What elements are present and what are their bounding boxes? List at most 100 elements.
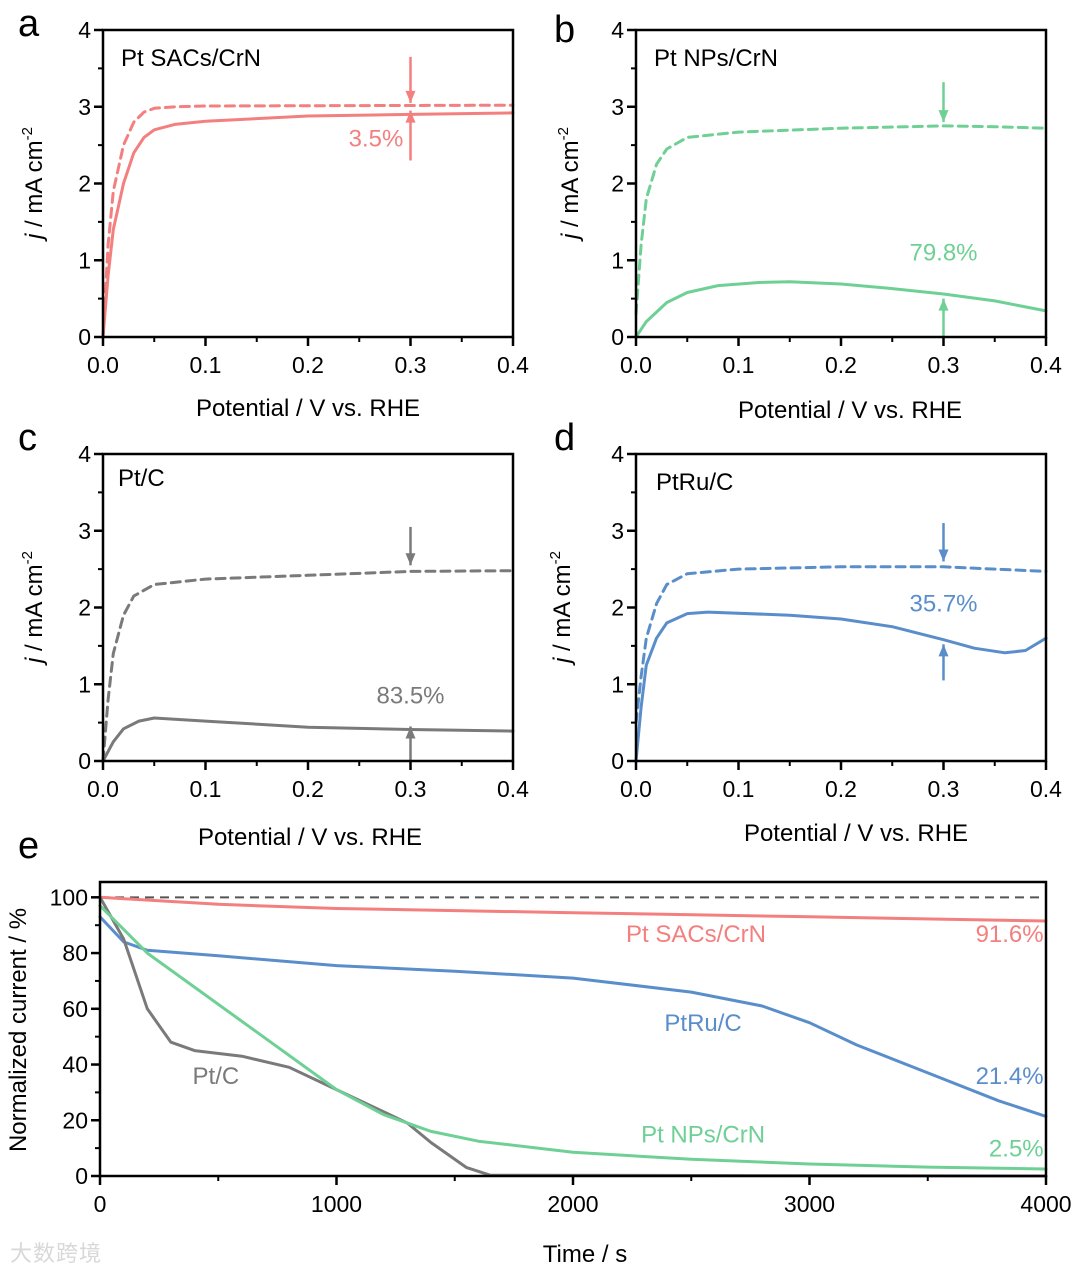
x-tick-label: 0.1 <box>723 352 755 378</box>
y-tick-label: 4 <box>78 441 91 467</box>
y-axis-label-symbol: j <box>21 657 48 666</box>
y-tick-label: 2 <box>611 595 624 621</box>
y-axis-label: j / mA cm-2 <box>19 551 48 666</box>
x-tick-label: 4000 <box>1020 1191 1071 1217</box>
percentage-annotation: 3.5% <box>349 126 404 153</box>
y-tick-label: 2 <box>78 171 91 197</box>
arrow-down-head-icon <box>405 90 416 103</box>
series-line-after <box>634 610 1048 763</box>
x-tick-label: 3000 <box>784 1191 835 1217</box>
x-tick-label: 0.2 <box>825 776 857 802</box>
x-axis-label: Time / s <box>543 1241 627 1268</box>
panel-a: a 3.5% Pt SACs/CrN 0.0 0.1 0.2 0.3 0.4 0 1 2 3 4 Pote… <box>18 3 529 422</box>
x-tick-label: 0.3 <box>928 352 960 378</box>
y-axis-label: Normalized current / % <box>5 908 32 1152</box>
panel-e: e Pt SACs/CrN 91.6% PtRu/C 21.4% Pt/C Pt NPs/C… <box>5 825 1072 1268</box>
x-axis-label: Potential / V vs. RHE <box>738 397 962 424</box>
arrow-down-head-icon <box>405 553 416 566</box>
percentage-annotation: 35.7% <box>909 590 977 617</box>
y-tick-label: 0 <box>78 324 91 350</box>
series-final-value: 2.5% <box>989 1135 1044 1162</box>
y-tick-label: 1 <box>78 671 91 697</box>
y-axis-label: j / mA cm-2 <box>547 551 576 666</box>
y-tick-label: 3 <box>611 94 624 120</box>
y-tick-label: 20 <box>62 1107 88 1133</box>
series-line-initial <box>634 565 1048 725</box>
x-tick-label: 0.1 <box>190 776 222 802</box>
y-axis-label-symbol: j <box>557 233 584 242</box>
y-tick-label: 80 <box>62 940 88 966</box>
series-line-after <box>101 716 515 763</box>
panel-letter: a <box>18 3 40 45</box>
plot-frame <box>634 452 1048 763</box>
x-tick-label: 0.4 <box>497 776 529 802</box>
x-tick-label: 0.0 <box>87 776 119 802</box>
panel-letter: c <box>18 417 37 459</box>
x-tick-label: 0.1 <box>190 352 222 378</box>
percentage-annotation: 79.8% <box>909 239 977 266</box>
series-label: Pt NPs/CrN <box>641 1122 765 1149</box>
arrow-down-head-icon <box>938 549 949 562</box>
y-tick-label: 4 <box>611 17 624 43</box>
x-axis-label: Potential / V vs. RHE <box>198 824 422 851</box>
y-tick-label: 3 <box>78 94 91 120</box>
plot-frame <box>101 28 515 339</box>
y-tick-label: 0 <box>78 748 91 774</box>
y-tick-label: 4 <box>78 17 91 43</box>
x-tick-label: 0.2 <box>292 776 324 802</box>
y-axis-label-exponent: -2 <box>19 127 36 140</box>
panel-letter: e <box>18 825 39 867</box>
x-tick-label: 0.3 <box>395 776 427 802</box>
percentage-annotation: 83.5% <box>376 682 444 709</box>
plot-frame <box>98 880 1048 1178</box>
panel-title: PtRu/C <box>656 469 733 496</box>
x-tick-label: 0.0 <box>620 776 652 802</box>
series-final-value: 91.6% <box>976 921 1044 948</box>
y-axis-label-unit: / mA cm <box>21 564 48 657</box>
series-line-pt-sacs-crn <box>98 895 1048 923</box>
series-line-pt-c <box>98 895 1048 1178</box>
panel-b: b 79.8% Pt NPs/CrN 0.0 0.1 0.2 0.3 0.4 0 1 2 3 4 Pote… <box>554 9 1062 424</box>
y-tick-label: 3 <box>611 518 624 544</box>
x-tick-label: 0.1 <box>723 776 755 802</box>
watermark: 大数跨境 <box>10 1242 103 1267</box>
series-line-after <box>101 111 515 339</box>
series-label: PtRu/C <box>664 1010 741 1037</box>
series-line-initial <box>101 103 515 339</box>
y-tick-label: 1 <box>611 247 624 273</box>
x-tick-label: 1000 <box>311 1191 362 1217</box>
arrow-up-head-icon <box>938 298 949 311</box>
arrow-up-head-icon <box>938 644 949 657</box>
y-axis-label-exponent: -2 <box>555 127 572 140</box>
y-tick-label: 3 <box>78 518 91 544</box>
x-tick-label: 0.0 <box>620 352 652 378</box>
y-tick-label: 40 <box>62 1052 88 1078</box>
panel-title: Pt/C <box>118 465 165 492</box>
y-tick-label: 0 <box>611 748 624 774</box>
panel-letter: b <box>554 9 575 51</box>
y-axis-label-symbol: j <box>549 657 576 666</box>
y-tick-label: 2 <box>78 595 91 621</box>
y-tick-label: 2 <box>611 171 624 197</box>
series-line-after <box>634 280 1048 339</box>
panel-title: Pt NPs/CrN <box>654 45 778 72</box>
panel-title: Pt SACs/CrN <box>121 45 261 72</box>
x-tick-label: 0.2 <box>292 352 324 378</box>
series-label: Pt SACs/CrN <box>626 921 766 948</box>
y-axis-label-unit: / mA cm <box>557 140 584 233</box>
x-tick-label: 0.4 <box>1030 352 1062 378</box>
x-axis-label: Potential / V vs. RHE <box>196 395 420 422</box>
panel-c: c 83.5% Pt/C 0.0 0.1 0.2 0.3 0.4 0 1 2 3 4 Potential … <box>18 417 529 851</box>
x-tick-label: 2000 <box>547 1191 598 1217</box>
y-axis-label: j / mA cm-2 <box>19 127 48 242</box>
series-line-initial <box>101 569 515 763</box>
x-tick-label: 0.4 <box>1030 776 1062 802</box>
series-final-value: 21.4% <box>976 1063 1044 1090</box>
x-tick-label: 0 <box>94 1191 107 1217</box>
y-tick-label: 1 <box>78 247 91 273</box>
y-tick-label: 0 <box>75 1163 88 1189</box>
y-axis-label-exponent: -2 <box>547 551 564 564</box>
y-tick-label: 1 <box>611 671 624 697</box>
x-tick-label: 0.2 <box>825 352 857 378</box>
